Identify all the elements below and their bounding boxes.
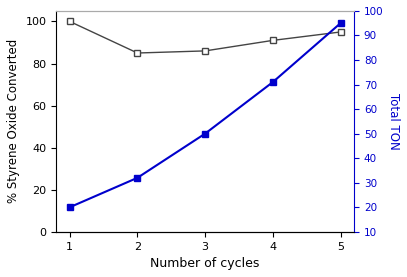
Y-axis label: Total TON: Total TON	[387, 93, 400, 150]
X-axis label: Number of cycles: Number of cycles	[151, 257, 260, 270]
Y-axis label: % Styrene Oxide Converted: % Styrene Oxide Converted	[7, 39, 20, 204]
